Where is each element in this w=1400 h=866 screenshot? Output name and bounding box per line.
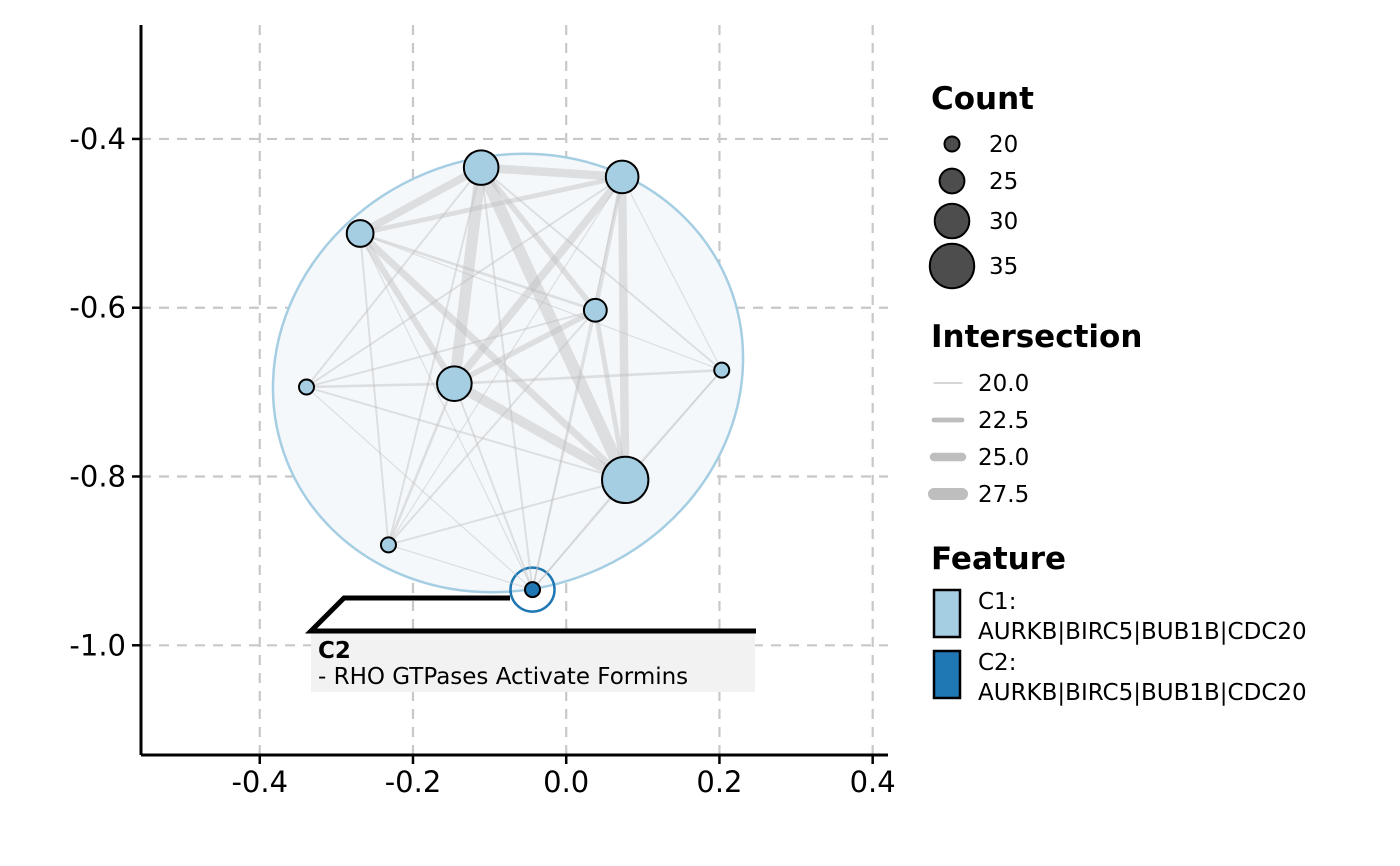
legend-intersection-label-3: 27.5 (978, 482, 1029, 508)
node-1 (604, 159, 640, 195)
edge-1-9 (531, 176, 623, 590)
edge-3-9 (531, 310, 597, 590)
legend-feature-genes-C1: AURKB|BIRC5|BUB1B|CDC20 (978, 619, 1307, 645)
legend-count-key-0 (943, 135, 961, 153)
axes: -0.4 -0.2 0.0 0.2 0.4 -0.4 -0.6 -0.8 -1.0 (69, 25, 896, 799)
y-tick-label-0: -0.4 (69, 122, 126, 156)
edge-0-1 (480, 163, 623, 182)
y-tick-label-2: -0.8 (69, 460, 126, 494)
x-tick-label-0: -0.4 (231, 765, 288, 799)
edge-4-8 (387, 383, 456, 546)
x-tick-label-2: 0.0 (543, 765, 589, 799)
edge-4-6 (306, 382, 455, 389)
node-3 (582, 297, 608, 323)
edge-6-7 (306, 386, 626, 481)
edge-5-7 (624, 369, 723, 481)
edge-4-5 (454, 368, 722, 385)
legend-intersection-label-1: 22.5 (978, 408, 1029, 434)
network-edges (305, 163, 723, 591)
legend-feature-title: Feature (931, 541, 1066, 577)
cluster-label-box (311, 631, 755, 692)
edge-0-9 (480, 167, 534, 590)
edge-0-4 (448, 166, 487, 385)
edge-2-7 (357, 230, 628, 483)
edge-0-8 (387, 167, 483, 546)
node-7 (601, 455, 650, 505)
edge-2-9 (359, 233, 534, 590)
x-tick-label-4: 0.4 (850, 765, 896, 799)
edge-3-7 (592, 309, 628, 481)
legend-feature-genes-C2: AURKB|BIRC5|BUB1B|CDC20 (978, 680, 1307, 706)
node-6 (297, 378, 315, 396)
edge-1-3 (593, 176, 625, 311)
edge-1-5 (621, 176, 723, 371)
edge-6-9 (306, 386, 533, 591)
edge-2-4 (357, 231, 458, 386)
node-0 (462, 149, 500, 186)
edge-4-7 (451, 379, 628, 485)
legend-count-label-3: 35 (989, 254, 1018, 280)
edge-3-8 (387, 309, 597, 546)
node-8 (379, 536, 397, 554)
edge-0-3 (479, 165, 598, 312)
edge-7-8 (388, 478, 626, 546)
edge-2-3 (359, 232, 596, 312)
x-tick-label-1: -0.2 (385, 765, 442, 799)
edge-1-2 (359, 174, 623, 236)
edge-1-8 (387, 176, 623, 546)
legend-count-key-2 (933, 202, 971, 240)
y-tick-label-3: -1.0 (69, 628, 126, 662)
legend-count-title: Count (931, 81, 1034, 117)
cluster-label-title: C2 (318, 638, 351, 664)
legend-feature-key-C2 (932, 649, 962, 700)
node-2 (345, 219, 375, 248)
edge-4-9 (453, 383, 534, 590)
cluster-label-leader (304, 595, 756, 634)
cluster-label: C2- RHO GTPases Activate Formins (304, 595, 756, 692)
edge-0-5 (480, 166, 723, 371)
edge-1-4 (451, 174, 626, 387)
hull-C2 (509, 566, 556, 613)
edge-1-6 (305, 176, 623, 388)
legend-count-label-2: 30 (989, 209, 1018, 235)
network-nodes (297, 149, 731, 599)
edge-0-2 (358, 164, 484, 237)
legend-intersection-title: Intersection (931, 319, 1142, 355)
legend-count-key-3 (928, 242, 976, 290)
legend-feature-name-C1: C1: (978, 589, 1016, 615)
legend-intersection-label-2: 25.0 (978, 445, 1029, 471)
edge-3-6 (306, 309, 596, 388)
legend-intersection-label-0: 20.0 (978, 371, 1029, 397)
edge-3-4 (453, 307, 597, 387)
legend: Count 20 25 30 35 Intersection 20.0 22.5 25.0 27.… (927, 81, 1307, 706)
legend-count-label-0: 20 (989, 132, 1018, 158)
edge-8-9 (388, 544, 533, 591)
y-tick-label-1: -0.6 (69, 291, 126, 325)
edge-0-7 (475, 165, 631, 483)
edge-1-7 (617, 176, 630, 480)
edge-0-6 (305, 167, 482, 388)
node-4 (436, 365, 473, 402)
cluster-label-text: - RHO GTPases Activate Formins (318, 664, 688, 690)
edge-2-5 (359, 232, 722, 371)
legend-feature-name-C2: C2: (978, 650, 1016, 676)
x-tick-label-3: 0.2 (696, 765, 742, 799)
node-5 (713, 361, 731, 379)
node-9 (524, 581, 542, 599)
legend-count-key-1 (938, 167, 966, 195)
legend-count-label-1: 25 (989, 169, 1018, 195)
legend-feature-key-C1 (932, 588, 962, 639)
edge-2-8 (359, 233, 390, 545)
